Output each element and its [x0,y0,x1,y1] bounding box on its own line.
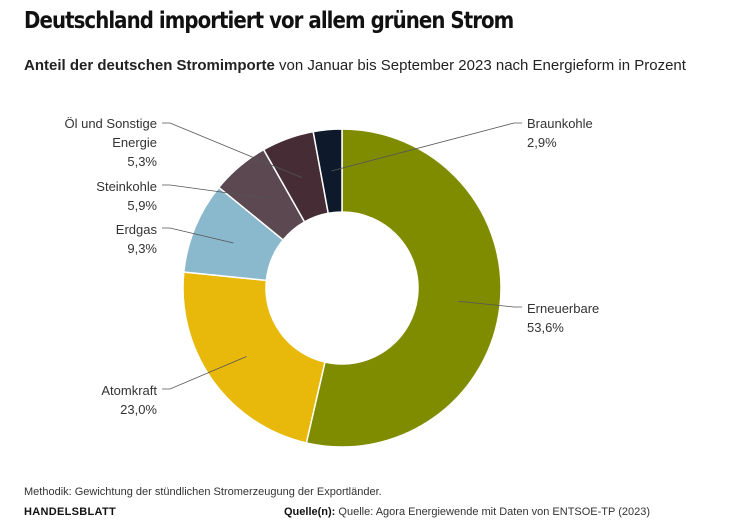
leader-line [458,300,522,308]
slice-value-label: 53,6% [527,320,564,335]
slice-name-label: Atomkraft [101,383,157,398]
slice-value-label: 5,9% [127,198,157,213]
slice-name-label: Steinkohle [96,179,157,194]
source-note: Quelle(n): Quelle: Agora Energiewende mi… [284,506,650,518]
chart-subtitle: Anteil der deutschen Stromimporte von Ja… [24,56,704,76]
methodology-note: Methodik: Gewichtung der stündlichen Str… [24,486,382,498]
leader-line [162,356,247,390]
slice-name-label: Erdgas [116,222,158,237]
slice-name-label: Braunkohle [527,116,593,131]
leader-line [162,184,267,199]
slice-name-label: Öl und Sonstige [64,116,157,131]
leader-line [331,122,522,172]
slice-value-label: 2,9% [527,135,557,150]
source-label: Quelle(n): [284,506,336,518]
leader-line [162,227,234,244]
slice-value-label: 5,3% [127,154,157,169]
leader-lines [162,122,522,390]
subtitle-rest: von Januar bis September 2023 nach Energ… [274,57,686,74]
donut-slices [182,128,502,448]
slice-labels: Erneuerbare 53,6% Atomkraft 23,0% Erdgas 9,3%… [64,116,599,417]
donut-slice-atomkraft [182,271,326,444]
slice-name-label: Energie [112,135,157,150]
donut-slice-braunkohle [312,128,343,215]
subtitle-bold: Anteil der deutschen Stromimporte [24,57,275,74]
source-text: Quelle: Agora Energiewende mit Daten von… [335,506,651,518]
donut-slice-erneuerbare [305,128,502,448]
slice-value-label: 23,0% [120,402,157,417]
slice-value-label: 9,3% [127,241,157,256]
leader-line [162,122,303,178]
chart-title: Deutschland importiert vor allem grünen … [24,8,514,34]
slice-name-label: Erneuerbare [527,301,599,316]
brand-logo-text: HANDELSBLATT [24,506,116,518]
